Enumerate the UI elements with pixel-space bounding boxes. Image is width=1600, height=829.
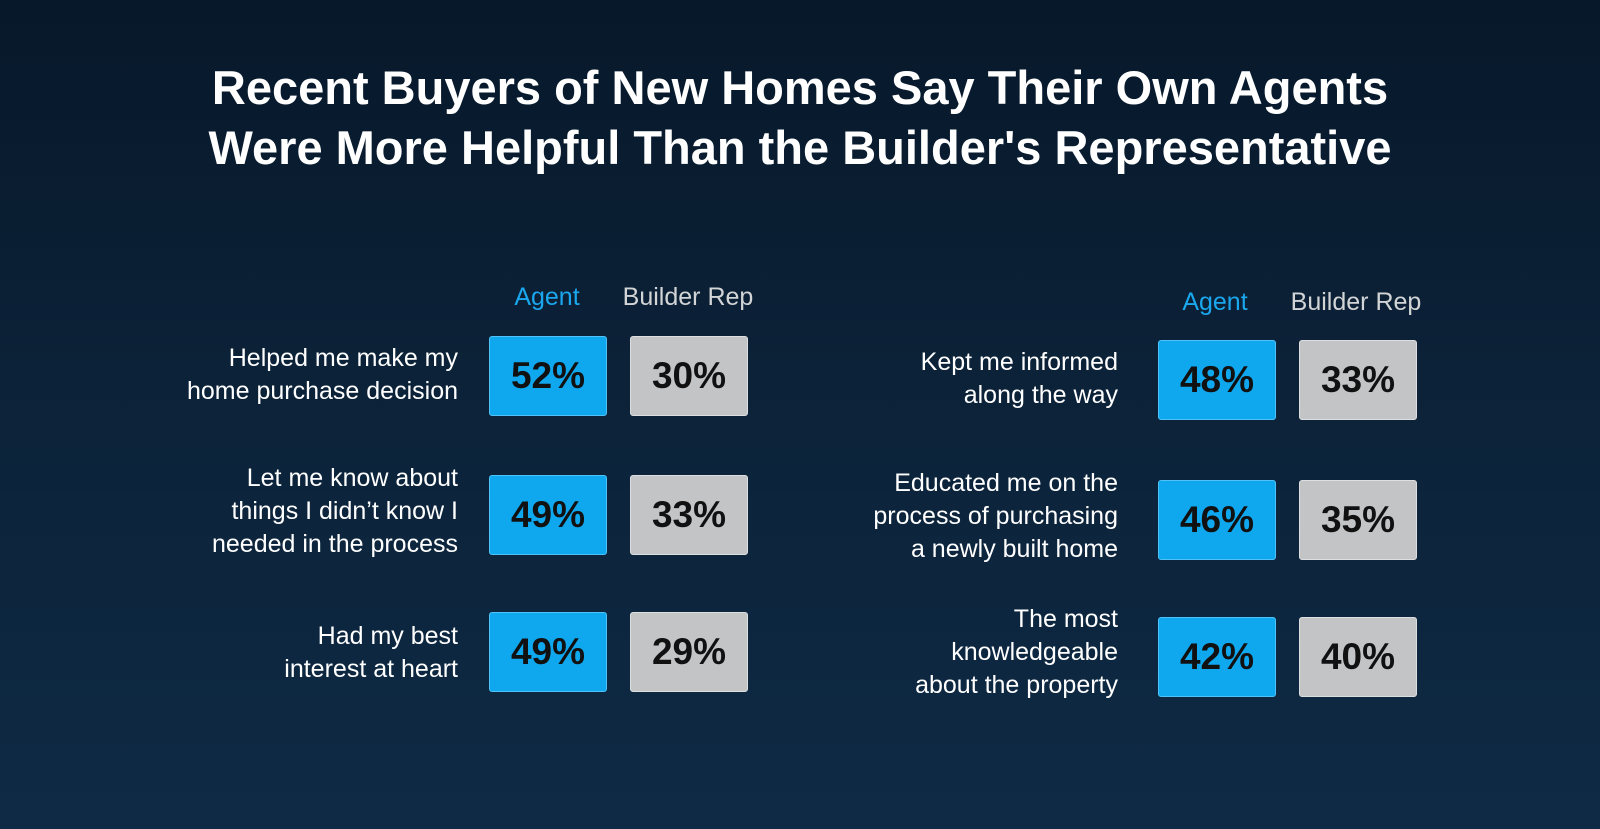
row-label-line: The most [1013,605,1118,633]
agent-value-box: 48% [1158,340,1276,420]
builder-value-box: 33% [630,475,748,555]
column-header-agent: Agent [1182,288,1248,316]
agent-value-box: 49% [489,475,607,555]
row-label-line: along the way [963,381,1118,409]
builder-value-box: 33% [1299,340,1417,420]
row-label-line: interest at heart [284,655,458,683]
row-label: Educated me on the process of purchasing… [758,467,1118,566]
builder-value-box: 29% [630,612,748,692]
builder-value-box: 30% [630,336,748,416]
row-label: Helped me make my home purchase decision [98,342,458,408]
row-label-line: about the property [915,671,1118,699]
chart-title: Recent Buyers of New Homes Say Their Own… [0,58,1600,178]
row-label-line: things I didn’t know I [231,497,458,525]
row-label: Had my best interest at heart [98,620,458,686]
row-label-line: Let me know about [246,464,458,492]
column-header-agent: Agent [514,283,580,311]
row-label-line: Educated me on the [894,469,1118,497]
title-line: Recent Buyers of New Homes Say Their Own… [211,61,1389,114]
row-label: Let me know about things I didn’t know I… [98,462,458,561]
column-header-builder-rep: Builder Rep [622,283,754,311]
title-line: Were More Helpful Than the Builder's Rep… [208,121,1392,174]
row-label-line: home purchase decision [187,377,458,405]
row-label-line: Kept me informed [920,348,1118,376]
row-label-line: process of purchasing [873,502,1118,530]
builder-value-box: 40% [1299,617,1417,697]
row-label: The most knowledgeable about the propert… [758,603,1118,702]
row-label-line: knowledgeable [951,638,1118,666]
row-label-line: Helped me make my [228,344,458,372]
column-header-builder-rep: Builder Rep [1290,288,1422,316]
row-label: Kept me informed along the way [758,346,1118,412]
agent-value-box: 46% [1158,480,1276,560]
row-label-line: needed in the process [211,530,458,558]
agent-value-box: 42% [1158,617,1276,697]
agent-value-box: 49% [489,612,607,692]
agent-value-box: 52% [489,336,607,416]
row-label-line: Had my best [317,622,458,650]
builder-value-box: 35% [1299,480,1417,560]
row-label-line: a newly built home [910,535,1118,563]
